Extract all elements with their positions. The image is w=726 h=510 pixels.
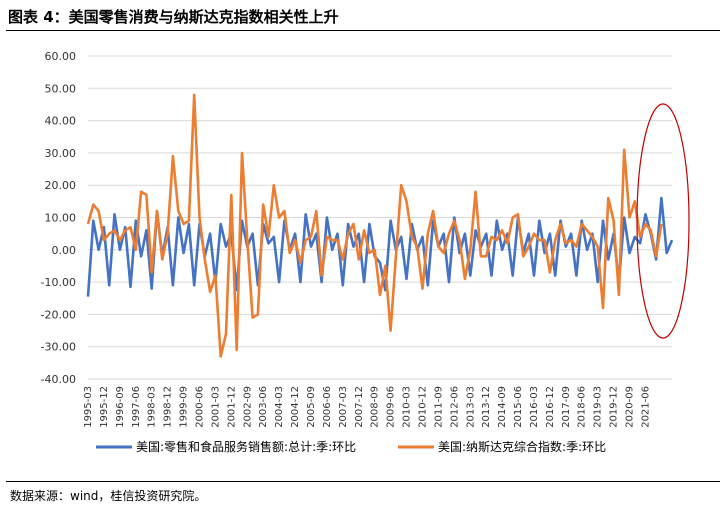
x-tick-label: 2020-09 [625, 386, 636, 428]
x-tick-label: 1995-03 [83, 386, 94, 428]
y-tick-label: -20.00 [41, 308, 76, 321]
x-tick-label: 2012-06 [449, 386, 460, 428]
x-tick-label: 2016-03 [529, 386, 540, 428]
source-rule [6, 481, 720, 482]
x-tick-label: 2010-12 [417, 386, 428, 428]
y-tick-label: 60.00 [45, 50, 77, 63]
x-tick-label: 2018-06 [577, 386, 588, 428]
series-lines [86, 93, 674, 358]
x-tick-label: 1999-09 [179, 386, 190, 428]
x-tick-label: 2001-03 [210, 386, 221, 428]
x-tick-label: 2021-06 [640, 386, 651, 428]
x-tick-label: 2013-12 [481, 386, 492, 428]
x-tick-label: 2001-12 [226, 386, 237, 428]
gridlines [88, 55, 672, 380]
x-tick-label: 1995-12 [99, 386, 110, 428]
y-tick-label: -10.00 [41, 276, 76, 289]
y-tick-label: 50.00 [45, 82, 77, 95]
y-tick-label: 30.00 [45, 147, 77, 160]
x-tick-label: 2004-03 [274, 386, 285, 428]
x-tick-label: 2003-06 [258, 386, 269, 428]
x-tick-label: 2019-12 [609, 386, 620, 428]
x-tick-label: 2014-09 [497, 386, 508, 428]
x-tick-label: 2017-09 [561, 386, 572, 428]
x-axis-ticks: 1995-03 1995-12 1996-09 1997-06 1998-03 1998-… [83, 386, 651, 428]
x-tick-label: 2007-03 [338, 386, 349, 428]
y-axis-ticks: 60.00 50.00 40.00 30.00 20.00 10.00 0.00 -10.00… [41, 50, 76, 386]
x-tick-label: 2000-06 [194, 386, 205, 428]
y-tick-label: 10.00 [45, 212, 77, 225]
legend-label-retail: 美国:零售和食品服务销售额:总计:季:环比 [136, 439, 356, 454]
x-tick-label: 2013-03 [465, 386, 476, 428]
source-note: 数据来源：wind，桂信投资研究院。 [10, 489, 207, 503]
x-tick-label: 1997-06 [131, 386, 142, 428]
x-tick-label: 2006-06 [322, 386, 333, 428]
y-tick-label: 40.00 [45, 115, 77, 128]
x-tick-label: 2007-12 [354, 386, 365, 428]
x-tick-label: 2004-12 [290, 386, 301, 428]
y-tick-label: -30.00 [41, 341, 76, 354]
legend: 美国:零售和食品服务销售额:总计:季:环比 美国:纳斯达克综合指数:季:环比 [96, 439, 606, 454]
x-tick-label: 2009-06 [386, 386, 397, 428]
x-tick-label: 1998-03 [147, 386, 158, 428]
y-tick-label: 20.00 [45, 179, 77, 192]
x-tick-label: 2016-12 [545, 386, 556, 428]
x-tick-label: 1996-09 [115, 386, 126, 428]
legend-label-nasdaq: 美国:纳斯达克综合指数:季:环比 [438, 439, 606, 454]
x-tick-label: 2002-09 [242, 386, 253, 428]
series-line-retail [86, 196, 674, 297]
highlight-ellipse [636, 103, 690, 339]
x-tick-label: 2015-06 [513, 386, 524, 428]
title-rule [6, 30, 720, 31]
series-line-nasdaq [86, 93, 663, 358]
x-tick-label: 2011-09 [433, 386, 444, 428]
y-tick-label: 0.00 [52, 244, 77, 257]
x-tick-label: 2019-03 [593, 386, 604, 428]
line-chart: 60.00 50.00 40.00 30.00 20.00 10.00 0.00 -10.00… [41, 50, 690, 454]
y-tick-label: -40.00 [41, 373, 76, 386]
x-tick-label: 2010-03 [402, 386, 413, 428]
figure-title: 图表 4：美国零售消费与纳斯达克指数相关性上升 [8, 8, 339, 26]
x-tick-label: 1998-12 [163, 386, 174, 428]
x-tick-label: 2008-09 [370, 386, 381, 428]
x-tick-label: 2005-09 [306, 386, 317, 428]
